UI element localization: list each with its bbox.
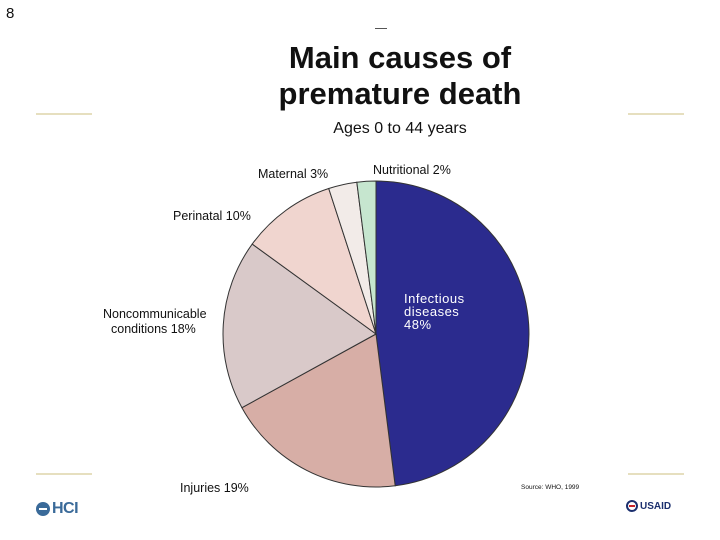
pie-slice-nutritional xyxy=(356,180,377,335)
chart-title: Main causes of premature death xyxy=(278,40,522,111)
chart-subtitle: Ages 0 to 44 years xyxy=(333,120,467,137)
pie-slice-injuries xyxy=(241,333,396,488)
pie-slice-noncommunicable-conditions xyxy=(222,243,377,409)
pie-slice-infectious-diseases xyxy=(375,180,530,487)
title-mark xyxy=(375,28,387,29)
slice-label-perinatal: Perinatal 10% xyxy=(173,209,251,223)
decorative-rule-top-right xyxy=(628,113,684,115)
slice-label-noncommunicable-line1: Noncommunicable xyxy=(103,307,207,321)
usaid-logo: USAID xyxy=(626,500,671,512)
decorative-rule-bottom-left xyxy=(36,473,92,475)
usaid-seal-icon xyxy=(626,500,638,512)
slice-label-maternal: Maternal 3% xyxy=(258,167,329,181)
hci-logo: HCI xyxy=(36,500,79,518)
decorative-rule-bottom-right xyxy=(628,473,684,475)
slice-label-noncommunicable-line2: conditions 18% xyxy=(111,322,196,336)
decorative-rule-top-left xyxy=(36,113,92,115)
slice-label-nutritional: Nutritional 2% xyxy=(373,163,451,177)
hci-logo-icon xyxy=(36,502,50,516)
slice-label-infectious-line1: Infectious xyxy=(404,291,465,306)
usaid-logo-text: USAID xyxy=(640,500,672,512)
hci-logo-text: HCI xyxy=(52,500,79,517)
slice-label-injuries: Injuries 19% xyxy=(180,481,249,495)
chart-source: Source: WHO, 1999 xyxy=(521,484,580,491)
slide-number: 8 xyxy=(6,5,15,22)
slice-label-infectious-line3: 48% xyxy=(404,317,432,332)
slice-label-infectious-line2: diseases xyxy=(404,304,460,319)
pie-slice-perinatal xyxy=(251,187,377,336)
